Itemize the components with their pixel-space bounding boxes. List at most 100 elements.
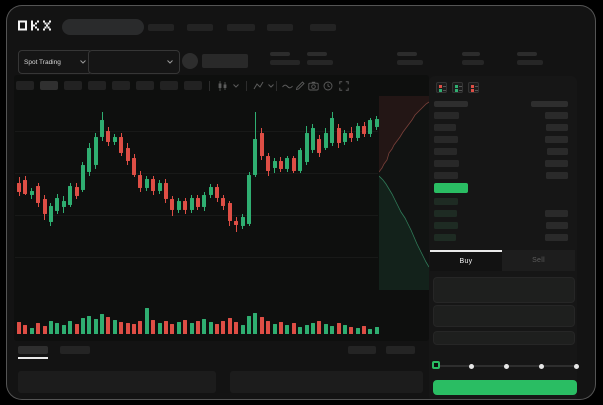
tab-buy[interactable]: Buy bbox=[430, 250, 502, 271]
candle-body bbox=[259, 132, 264, 156]
nav-item-placeholder[interactable] bbox=[187, 24, 213, 31]
ask-price-placeholder[interactable] bbox=[434, 136, 458, 143]
bid-price-placeholder[interactable] bbox=[434, 234, 456, 241]
timeframe-button[interactable] bbox=[136, 81, 154, 90]
order-total-input[interactable] bbox=[433, 331, 575, 345]
slider-stop-dot[interactable] bbox=[504, 363, 509, 369]
candle-body bbox=[202, 195, 207, 208]
volume-bar bbox=[374, 327, 379, 334]
candle-body bbox=[144, 178, 149, 189]
slider-stop-dot[interactable] bbox=[574, 363, 579, 369]
bottom-action-placeholder[interactable] bbox=[386, 346, 415, 354]
chart-gridline bbox=[15, 215, 378, 216]
camera-snapshot-icon[interactable] bbox=[308, 81, 319, 91]
nav-item-placeholder[interactable] bbox=[310, 24, 336, 31]
wave-line-icon[interactable] bbox=[282, 83, 293, 90]
ask-amount-placeholder bbox=[545, 160, 568, 167]
volume-bar bbox=[336, 323, 341, 334]
chart-gridline bbox=[15, 257, 378, 258]
timeframe-button[interactable] bbox=[160, 81, 178, 90]
candle-body bbox=[227, 203, 232, 221]
mode-color-block bbox=[454, 88, 458, 92]
bids-only-book-icon[interactable] bbox=[452, 82, 463, 93]
fullscreen-expand-icon[interactable] bbox=[339, 81, 349, 91]
pair-selector-dropdown[interactable] bbox=[88, 50, 180, 74]
timeframe-button[interactable] bbox=[40, 81, 58, 90]
ask-price-placeholder[interactable] bbox=[434, 148, 457, 155]
candle-body bbox=[330, 117, 335, 144]
bottom-action-placeholder[interactable] bbox=[348, 346, 376, 354]
candle-body bbox=[362, 125, 367, 134]
candle-body bbox=[74, 186, 79, 197]
candle-body bbox=[151, 178, 156, 192]
stat-label-placeholder bbox=[270, 52, 290, 56]
buy-submit-button[interactable] bbox=[433, 380, 577, 395]
asks-only-book-icon[interactable] bbox=[468, 82, 479, 93]
chevron-down-icon bbox=[80, 60, 86, 64]
toolbar-divider bbox=[209, 81, 210, 91]
candle-body bbox=[189, 197, 194, 211]
combined-book-icon[interactable] bbox=[436, 82, 447, 93]
bid-price-placeholder[interactable] bbox=[434, 198, 458, 205]
volume-bar bbox=[330, 326, 335, 334]
ask-price-placeholder[interactable] bbox=[434, 112, 459, 119]
interval-candle-icon[interactable] bbox=[217, 81, 228, 91]
volume-bar bbox=[42, 326, 47, 334]
nav-item-placeholder[interactable] bbox=[148, 24, 174, 31]
ask-price-placeholder[interactable] bbox=[434, 160, 459, 167]
volume-bar bbox=[189, 323, 194, 334]
candle-body bbox=[374, 118, 379, 128]
bid-price-placeholder[interactable] bbox=[434, 222, 458, 229]
bottom-tab-history[interactable] bbox=[60, 346, 90, 354]
chart-canvas[interactable] bbox=[14, 75, 429, 341]
bid-price-placeholder[interactable] bbox=[434, 210, 457, 217]
mode-line bbox=[458, 85, 462, 87]
ask-amount-placeholder bbox=[545, 112, 568, 119]
stat-value-placeholder bbox=[307, 60, 333, 65]
order-price-input[interactable] bbox=[433, 277, 575, 303]
timeframe-button[interactable] bbox=[184, 81, 202, 90]
ask-price-placeholder[interactable] bbox=[434, 124, 456, 131]
candle-body bbox=[42, 199, 47, 215]
app-window: Spot Trading bbox=[6, 5, 596, 400]
candle-body bbox=[80, 165, 85, 190]
tab-sell[interactable]: Sell bbox=[502, 250, 575, 271]
candle-body bbox=[163, 182, 168, 200]
volume-bar bbox=[61, 325, 66, 334]
order-amount-input[interactable] bbox=[433, 305, 575, 327]
volume-bar bbox=[132, 324, 137, 334]
search-input[interactable] bbox=[62, 19, 144, 35]
ask-amount-placeholder bbox=[546, 172, 568, 179]
pencil-draw-icon[interactable] bbox=[295, 81, 305, 91]
volume-bar bbox=[125, 323, 130, 334]
timeframe-button[interactable] bbox=[88, 81, 106, 90]
volume-bar bbox=[36, 323, 41, 334]
volume-bar bbox=[119, 322, 124, 334]
nav-item-placeholder[interactable] bbox=[267, 24, 293, 31]
volume-bar bbox=[55, 323, 60, 334]
mode-color-block bbox=[438, 88, 442, 92]
bottom-tab-orders[interactable] bbox=[18, 346, 48, 354]
ask-price-placeholder[interactable] bbox=[434, 172, 458, 179]
candle-body bbox=[208, 186, 213, 196]
amount-slider-handle[interactable] bbox=[432, 361, 440, 369]
bid-amount-placeholder bbox=[545, 234, 568, 241]
market-type-dropdown[interactable]: Spot Trading bbox=[18, 50, 92, 74]
slider-stop-dot[interactable] bbox=[539, 363, 544, 369]
timeframe-button[interactable] bbox=[16, 81, 34, 90]
chevron-down-icon[interactable] bbox=[268, 84, 274, 88]
stat-label-placeholder bbox=[517, 52, 537, 56]
slider-stop-dot[interactable] bbox=[469, 363, 474, 369]
volume-bar bbox=[87, 316, 92, 334]
last-price-indicator bbox=[434, 183, 468, 193]
volume-bar bbox=[298, 327, 303, 334]
indicator-fx-icon[interactable] bbox=[253, 81, 264, 91]
bottom-tab-active-underline bbox=[18, 357, 48, 359]
undo-clock-icon[interactable] bbox=[323, 81, 333, 91]
timeframe-button[interactable] bbox=[112, 81, 130, 90]
nav-item-placeholder[interactable] bbox=[227, 24, 255, 31]
timeframe-button[interactable] bbox=[64, 81, 82, 90]
candle-body bbox=[36, 185, 41, 204]
mode-line bbox=[474, 89, 478, 91]
chevron-down-icon[interactable] bbox=[233, 84, 239, 88]
